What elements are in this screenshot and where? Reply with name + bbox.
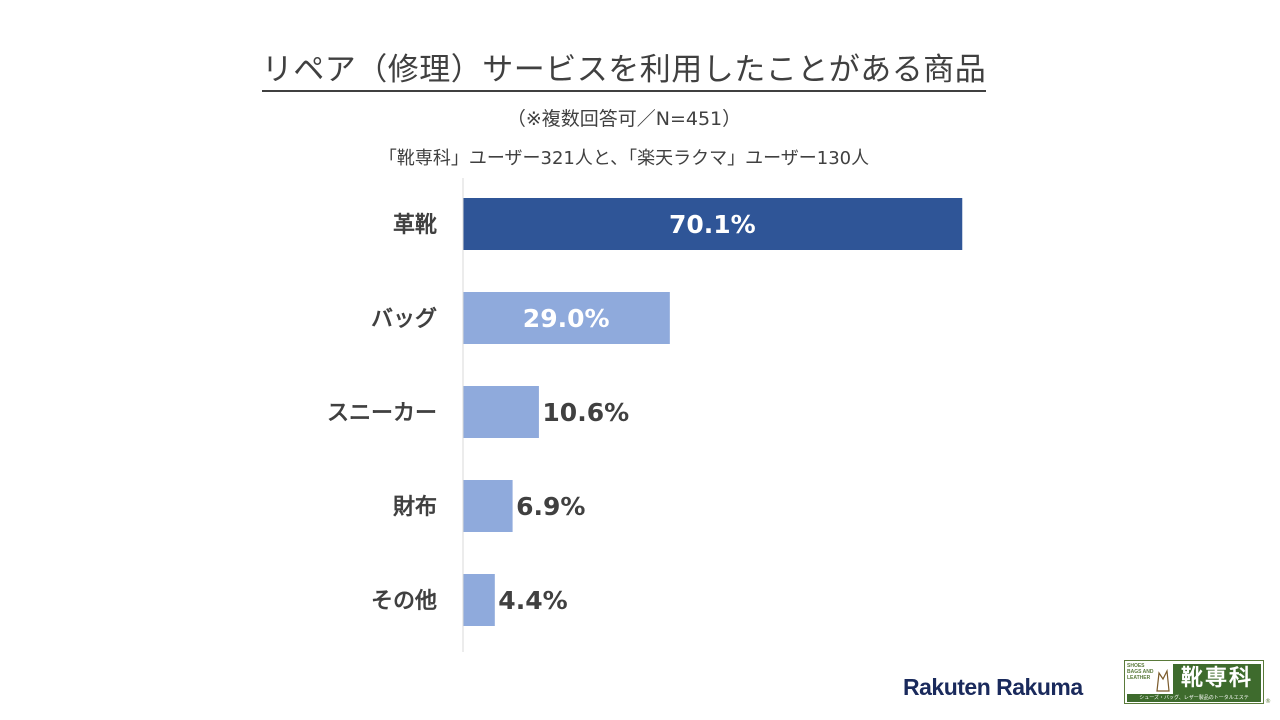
value-label-0: 70.1% <box>669 210 756 239</box>
category-label-3: 財布 <box>393 494 437 520</box>
bar-3 <box>463 480 513 532</box>
category-label-1: バッグ <box>371 306 437 332</box>
bar-1 <box>463 292 670 344</box>
value-label-1: 29.0% <box>523 304 610 333</box>
category-label-0: 革靴 <box>393 213 437 238</box>
value-label-2: 10.6% <box>542 398 629 427</box>
category-label-2: スニーカー <box>327 401 437 426</box>
bar-4 <box>463 574 495 626</box>
kutsu-senka-kanji: 靴専科 <box>1173 664 1261 694</box>
respondent-note: 「靴専科」ユーザー321人と、「楽天ラクマ」ユーザー130人 <box>378 148 870 169</box>
value-label-3: 6.9% <box>516 492 585 521</box>
chart-title-text: リペア（修理）サービスを利用したことがある商品 <box>261 52 987 92</box>
kutsu-senka-mini-text: SHOES BAGS AND LEATHER <box>1127 663 1154 681</box>
shoe-illustration-icon <box>1156 668 1170 692</box>
registered-mark: ® <box>1265 698 1271 705</box>
kutsu-senka-logo: SHOES BAGS AND LEATHER 靴専科 シューズ・バッグ、レザー製… <box>1124 660 1271 705</box>
chart-title: リペア（修理）サービスを利用したことがある商品 <box>0 44 1248 92</box>
bar-2 <box>463 386 539 438</box>
bar-0 <box>463 198 963 250</box>
kutsu-senka-tagline: シューズ・バッグ、レザー製品のトータルエステ <box>1127 694 1261 702</box>
value-label-4: 4.4% <box>498 586 567 615</box>
category-label-4: その他 <box>371 589 437 614</box>
rakuten-rakuma-logo: Rakuten Rakuma <box>903 674 1083 700</box>
chart-subtitle: （※複数回答可／N=451） <box>506 108 742 130</box>
